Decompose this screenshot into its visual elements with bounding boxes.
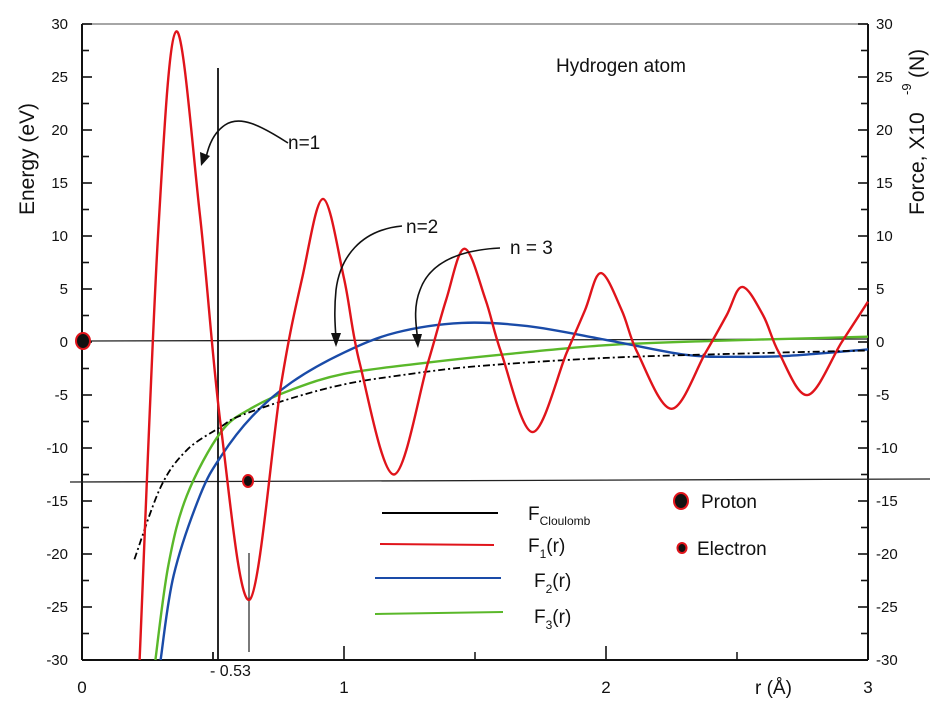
legend-electron-icon [676,542,688,554]
right-axis-title-main: Force, X10 [906,112,929,215]
proton-marker [75,332,91,350]
left-y-tick-label: 25 [51,69,68,86]
legend-label-f2: F2(r) [534,571,571,596]
left-y-tick-label: 0 [60,334,68,351]
right-y-tick-label: 10 [876,228,893,245]
x-tick-label: 3 [863,678,872,697]
n1-arrowhead-icon [200,152,210,166]
bohr-radius-label: - 0.53 [210,663,251,680]
n3-arrowhead-icon [412,334,422,348]
n3-label: n = 3 [510,238,553,259]
chart-title: Hydrogen atom [556,56,686,77]
series-curves [133,30,870,661]
legend-label-f1: F1(r) [528,536,565,561]
left-axis-title: Energy (eV) [16,103,39,215]
legend-label-proton: Proton [701,492,757,513]
right-y-tick-label: 15 [876,175,893,192]
left-y-tick-label: 15 [51,175,68,192]
right-y-tick-label: 20 [876,122,893,139]
left-y-tick-label: 30 [51,16,68,33]
x-tick-label: 2 [601,678,610,697]
right-axis-title: Force, X10 -9 (N) [899,49,929,215]
right-y-tick-label: -5 [876,387,889,404]
right-y-tick-label: 25 [876,69,893,86]
left-y-tick-label: -25 [46,599,68,616]
right-y-tick-label: -30 [876,652,898,669]
legend: FCloulomb F1(r) F2(r) F3(r) Proton Elect… [374,492,767,632]
left-y-axis: 30 25 20 15 10 5 0 -5 -10 -15 -20 -25 -30 [46,16,92,669]
legend-label-f3: F3(r) [534,607,571,632]
series-f3-r--line [154,335,869,661]
n1-label: n=1 [288,133,320,154]
n1-arrow [205,120,289,159]
right-y-tick-label: -20 [876,546,898,563]
right-y-tick-label: -25 [876,599,898,616]
right-y-tick-label: -15 [876,493,898,510]
series-f1-r--line [138,30,870,661]
left-y-tick-label: -30 [46,652,68,669]
series-f2-r--line [159,321,869,661]
n2-arrow [334,225,403,339]
annotation-arrowheads [200,152,422,348]
left-y-tick-label: -15 [46,493,68,510]
right-y-axis: 30 25 20 15 10 5 0 -5 -10 -15 -20 -25 -30 [858,16,898,669]
left-y-tick-label: -20 [46,546,68,563]
legend-swatch-f3 [374,611,504,615]
right-y-tick-label: 30 [876,16,893,33]
x-axis: 0 1 2 3 [77,646,873,697]
x-tick-label: 0 [77,678,86,697]
left-y-tick-label: -10 [46,440,68,457]
right-axis-title-exponent: -9 [899,83,914,95]
x-axis-title: r (Å) [755,678,792,699]
electron-marker [242,474,254,488]
annotation-arrows [205,120,501,342]
right-y-tick-label: -10 [876,440,898,457]
ground-state-line [69,478,930,483]
legend-proton-icon [673,492,689,510]
right-y-tick-label: 0 [876,334,884,351]
n2-label: n=2 [406,217,438,238]
n2-arrowhead-icon [331,333,341,347]
legend-label-electron: Electron [697,539,767,560]
left-y-tick-label: 5 [60,281,68,298]
left-y-tick-label: -5 [55,387,68,404]
left-y-tick-label: 10 [51,228,68,245]
legend-label-coulomb: FCloulomb [528,504,591,528]
legend-swatch-f1 [379,543,495,546]
plot-frame [81,23,869,661]
particle-markers [75,332,254,488]
x-tick-label: 1 [339,678,348,697]
right-y-tick-label: 5 [876,281,884,298]
right-axis-title-unit: (N) [906,49,929,78]
left-y-tick-label: 20 [51,122,68,139]
n3-arrow [414,247,501,342]
series-f-cloulomb-line [133,349,869,560]
